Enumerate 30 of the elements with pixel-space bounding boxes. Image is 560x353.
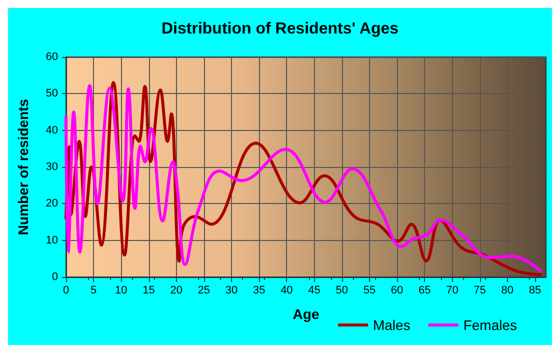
x-tick-label: 70 xyxy=(446,284,458,296)
y-tick-label: 20 xyxy=(46,198,58,210)
y-axis-title: Number of residents xyxy=(15,98,31,236)
y-tick-label: 0 xyxy=(52,271,58,283)
x-tick-label: 20 xyxy=(170,284,182,296)
x-tick-label: 50 xyxy=(336,284,348,296)
x-tick-label: 65 xyxy=(418,284,431,296)
legend-label: Females xyxy=(463,317,518,333)
x-tick-label: 80 xyxy=(501,284,514,296)
y-tick-label: 40 xyxy=(46,124,58,136)
x-tick-label: 30 xyxy=(225,284,238,296)
x-tick-label: 45 xyxy=(308,284,320,296)
chart-title: Distribution of Residents' Ages xyxy=(161,20,399,38)
x-tick-label: 85 xyxy=(528,284,542,296)
x-tick-label: 35 xyxy=(252,284,266,296)
y-tick-label: 30 xyxy=(46,161,58,173)
legend-label: Males xyxy=(372,317,410,333)
x-axis-title: Age xyxy=(292,306,320,322)
x-tick-label: 75 xyxy=(474,284,486,296)
x-tick-label: 40 xyxy=(280,284,293,296)
y-tick-label: 60 xyxy=(46,51,58,63)
y-tick-label: 50 xyxy=(46,88,58,100)
x-tick-label: 5 xyxy=(90,284,97,296)
x-tick-label: 15 xyxy=(142,284,155,296)
y-tick-label: 10 xyxy=(46,234,58,246)
x-tick-label: 25 xyxy=(198,284,210,296)
x-tick-label: 60 xyxy=(390,284,404,296)
x-tick-label: 55 xyxy=(363,284,376,296)
x-tick-label: 0 xyxy=(62,284,70,296)
x-tick-label: 10 xyxy=(115,284,128,296)
